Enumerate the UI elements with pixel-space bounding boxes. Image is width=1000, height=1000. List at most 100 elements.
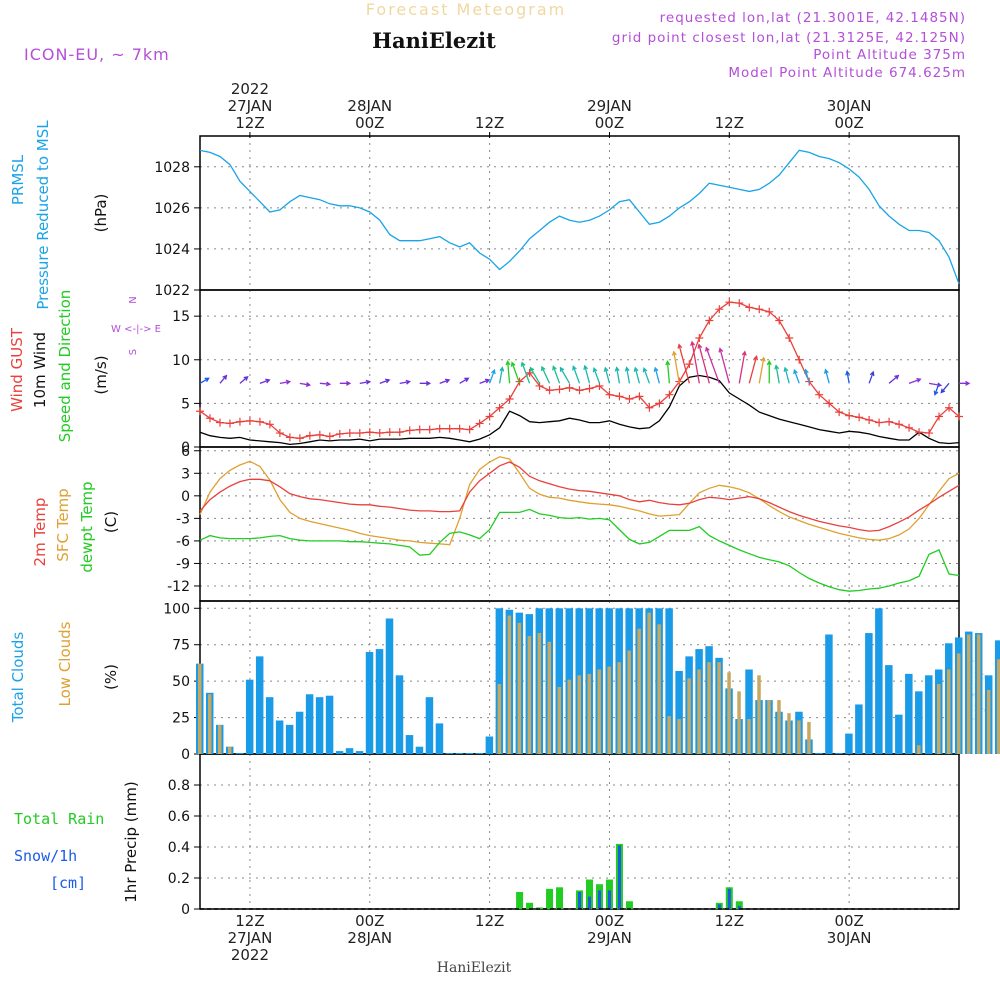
total-cloud-bar bbox=[375, 649, 384, 754]
low-cloud-bar bbox=[527, 635, 532, 754]
low-cloud-bar bbox=[227, 746, 232, 754]
bottom-time-label: 2022 bbox=[231, 946, 269, 964]
gust-marker bbox=[955, 412, 963, 421]
model-point-altitude: Model Point Altitude 674.625m bbox=[728, 65, 966, 81]
gust-marker bbox=[835, 408, 844, 417]
low-cloud-bar bbox=[617, 662, 621, 754]
total-cloud-bar bbox=[845, 733, 853, 754]
gust-marker bbox=[375, 429, 384, 438]
wind-arrow bbox=[642, 367, 651, 384]
low-cloud-bar bbox=[567, 679, 572, 754]
total-clouds-label: Total Clouds bbox=[9, 632, 27, 724]
gust-marker bbox=[325, 432, 334, 441]
total-cloud-bar bbox=[555, 608, 564, 754]
rain-label: Total Rain bbox=[14, 810, 104, 828]
wind-arrow bbox=[583, 364, 591, 384]
wind-arrow bbox=[677, 343, 690, 384]
gust-marker bbox=[525, 368, 534, 377]
bottom-time-label: 00Z bbox=[834, 912, 863, 930]
rain-bar bbox=[735, 901, 743, 909]
wind-arrow bbox=[671, 350, 681, 384]
total-cloud-bar bbox=[285, 724, 294, 754]
precip-frame bbox=[199, 753, 960, 910]
gust-marker bbox=[935, 412, 944, 421]
low-cloud-bar bbox=[767, 700, 771, 754]
total-cloud-bar bbox=[275, 720, 284, 754]
wind-arrow bbox=[319, 381, 332, 387]
gust-marker bbox=[385, 428, 394, 437]
low-cloud-bar bbox=[557, 686, 562, 754]
total-cloud-bar bbox=[415, 746, 424, 754]
gust-marker bbox=[285, 433, 294, 442]
gust-marker bbox=[305, 431, 314, 440]
clouds-unit: (%) bbox=[102, 664, 120, 690]
gust-marker bbox=[615, 392, 624, 401]
temperature-ytick-label: 6 bbox=[181, 444, 190, 460]
low-cloud-bar bbox=[207, 694, 212, 754]
total-cloud-bar bbox=[245, 679, 254, 754]
gust-marker bbox=[465, 425, 474, 434]
low-cloud-bar bbox=[697, 669, 701, 754]
total-cloud-bar bbox=[915, 691, 923, 754]
wind-arrow bbox=[697, 343, 710, 384]
total-cloud-bar bbox=[335, 751, 344, 754]
gust-marker bbox=[445, 424, 454, 433]
wind-arrow bbox=[199, 377, 210, 384]
clouds-ytick-label: 50 bbox=[172, 674, 190, 690]
wind-arrow bbox=[529, 366, 541, 384]
total-cloud-bar bbox=[905, 673, 913, 754]
gust-marker bbox=[235, 417, 244, 426]
bottom-time-label: 27JAN bbox=[228, 929, 273, 947]
snow-bar bbox=[727, 888, 731, 909]
gust-marker bbox=[425, 425, 434, 434]
total-cloud-bar bbox=[425, 697, 434, 754]
gust-marker bbox=[845, 411, 854, 420]
total-cloud-bar bbox=[345, 748, 354, 754]
wind-unit: (m/s) bbox=[92, 355, 110, 394]
wind-arrow bbox=[559, 366, 571, 384]
wind-arrow bbox=[888, 374, 900, 384]
gust-marker bbox=[905, 423, 914, 432]
wind-arrow bbox=[624, 366, 631, 384]
wind-arrow bbox=[774, 364, 780, 384]
gust-marker bbox=[775, 316, 784, 325]
total-cloud-bar bbox=[265, 697, 274, 754]
gust-marker bbox=[795, 355, 804, 364]
clouds-ytick-label: 25 bbox=[172, 711, 190, 727]
temp-unit: (C) bbox=[102, 511, 120, 533]
rain-bar bbox=[585, 879, 593, 909]
gust-marker bbox=[665, 390, 674, 399]
top-time-label: 00Z bbox=[834, 114, 863, 132]
low-cloud-bar bbox=[217, 724, 222, 754]
total-cloud-bar bbox=[395, 675, 404, 754]
wind-arrow bbox=[908, 377, 922, 384]
wind-arrow bbox=[633, 366, 641, 384]
compass-we: W <-|-> E bbox=[111, 324, 161, 335]
gust-marker bbox=[505, 395, 514, 404]
gust-marker bbox=[196, 407, 204, 416]
low-cloud-bar bbox=[627, 650, 631, 754]
snow-bar bbox=[717, 904, 721, 909]
gust-marker bbox=[415, 425, 424, 434]
wind-ytick-label: 0 bbox=[181, 440, 190, 456]
gust-marker bbox=[435, 424, 444, 433]
bottom-time-label: 00Z bbox=[355, 912, 384, 930]
wind-arrow bbox=[690, 340, 700, 384]
total-cloud-bar bbox=[325, 695, 334, 754]
total-cloud-bar bbox=[485, 736, 494, 754]
gust-marker bbox=[695, 333, 704, 342]
low-cloud-bar bbox=[547, 641, 552, 754]
snow-bar bbox=[607, 890, 611, 909]
wind-arrow bbox=[868, 370, 875, 384]
wind-arrow bbox=[959, 380, 971, 386]
wind-speed-line bbox=[199, 374, 960, 446]
rain-bar bbox=[526, 902, 534, 909]
wind-arrow bbox=[259, 378, 271, 384]
wind-arrow bbox=[510, 361, 521, 384]
low-cloud-bar bbox=[198, 663, 202, 754]
temp-2m-label: 2m Temp bbox=[31, 498, 49, 567]
gust-marker bbox=[405, 426, 414, 435]
total-cloud-bar bbox=[315, 697, 324, 754]
precip-ytick-label: 0.8 bbox=[168, 778, 190, 794]
